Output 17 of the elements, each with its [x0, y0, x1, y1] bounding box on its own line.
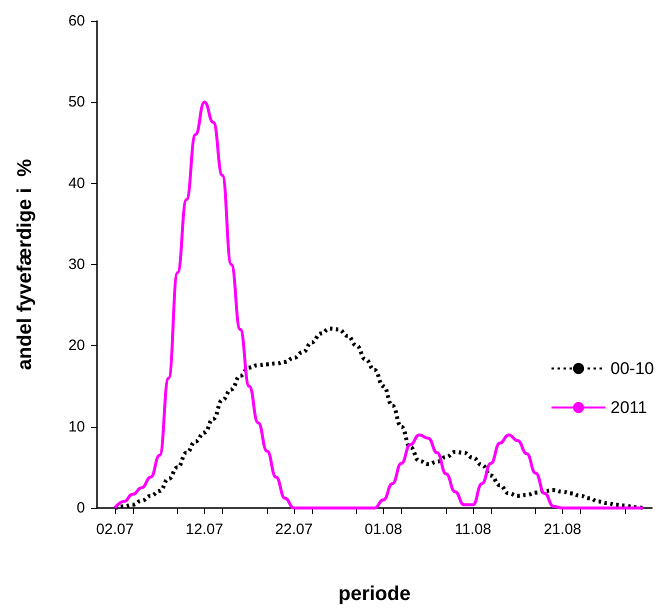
y-tick-label: 20	[68, 337, 85, 354]
y-tick-label: 50	[68, 94, 85, 111]
y-tick-label: 30	[68, 256, 85, 273]
x-axis-title: periode	[338, 583, 411, 605]
legend-label: 2011	[610, 398, 648, 417]
legend-label: 00-10	[610, 359, 654, 378]
x-tick-label: 11.08	[454, 521, 492, 538]
x-tick-label: 21.08	[544, 521, 582, 538]
y-tick-label: 40	[68, 174, 85, 192]
x-tick-label: 12.07	[186, 521, 224, 538]
y-tick-label: 60	[68, 12, 85, 30]
y-axis-title: andel fyvefærdige i %	[14, 158, 36, 370]
y-tick-label: 10	[68, 418, 85, 436]
y-tick-label: 0	[76, 500, 85, 516]
x-tick-label: 02.07	[96, 521, 134, 538]
x-tick-label: 22.07	[275, 521, 313, 538]
x-tick-label: 01.08	[364, 521, 402, 538]
